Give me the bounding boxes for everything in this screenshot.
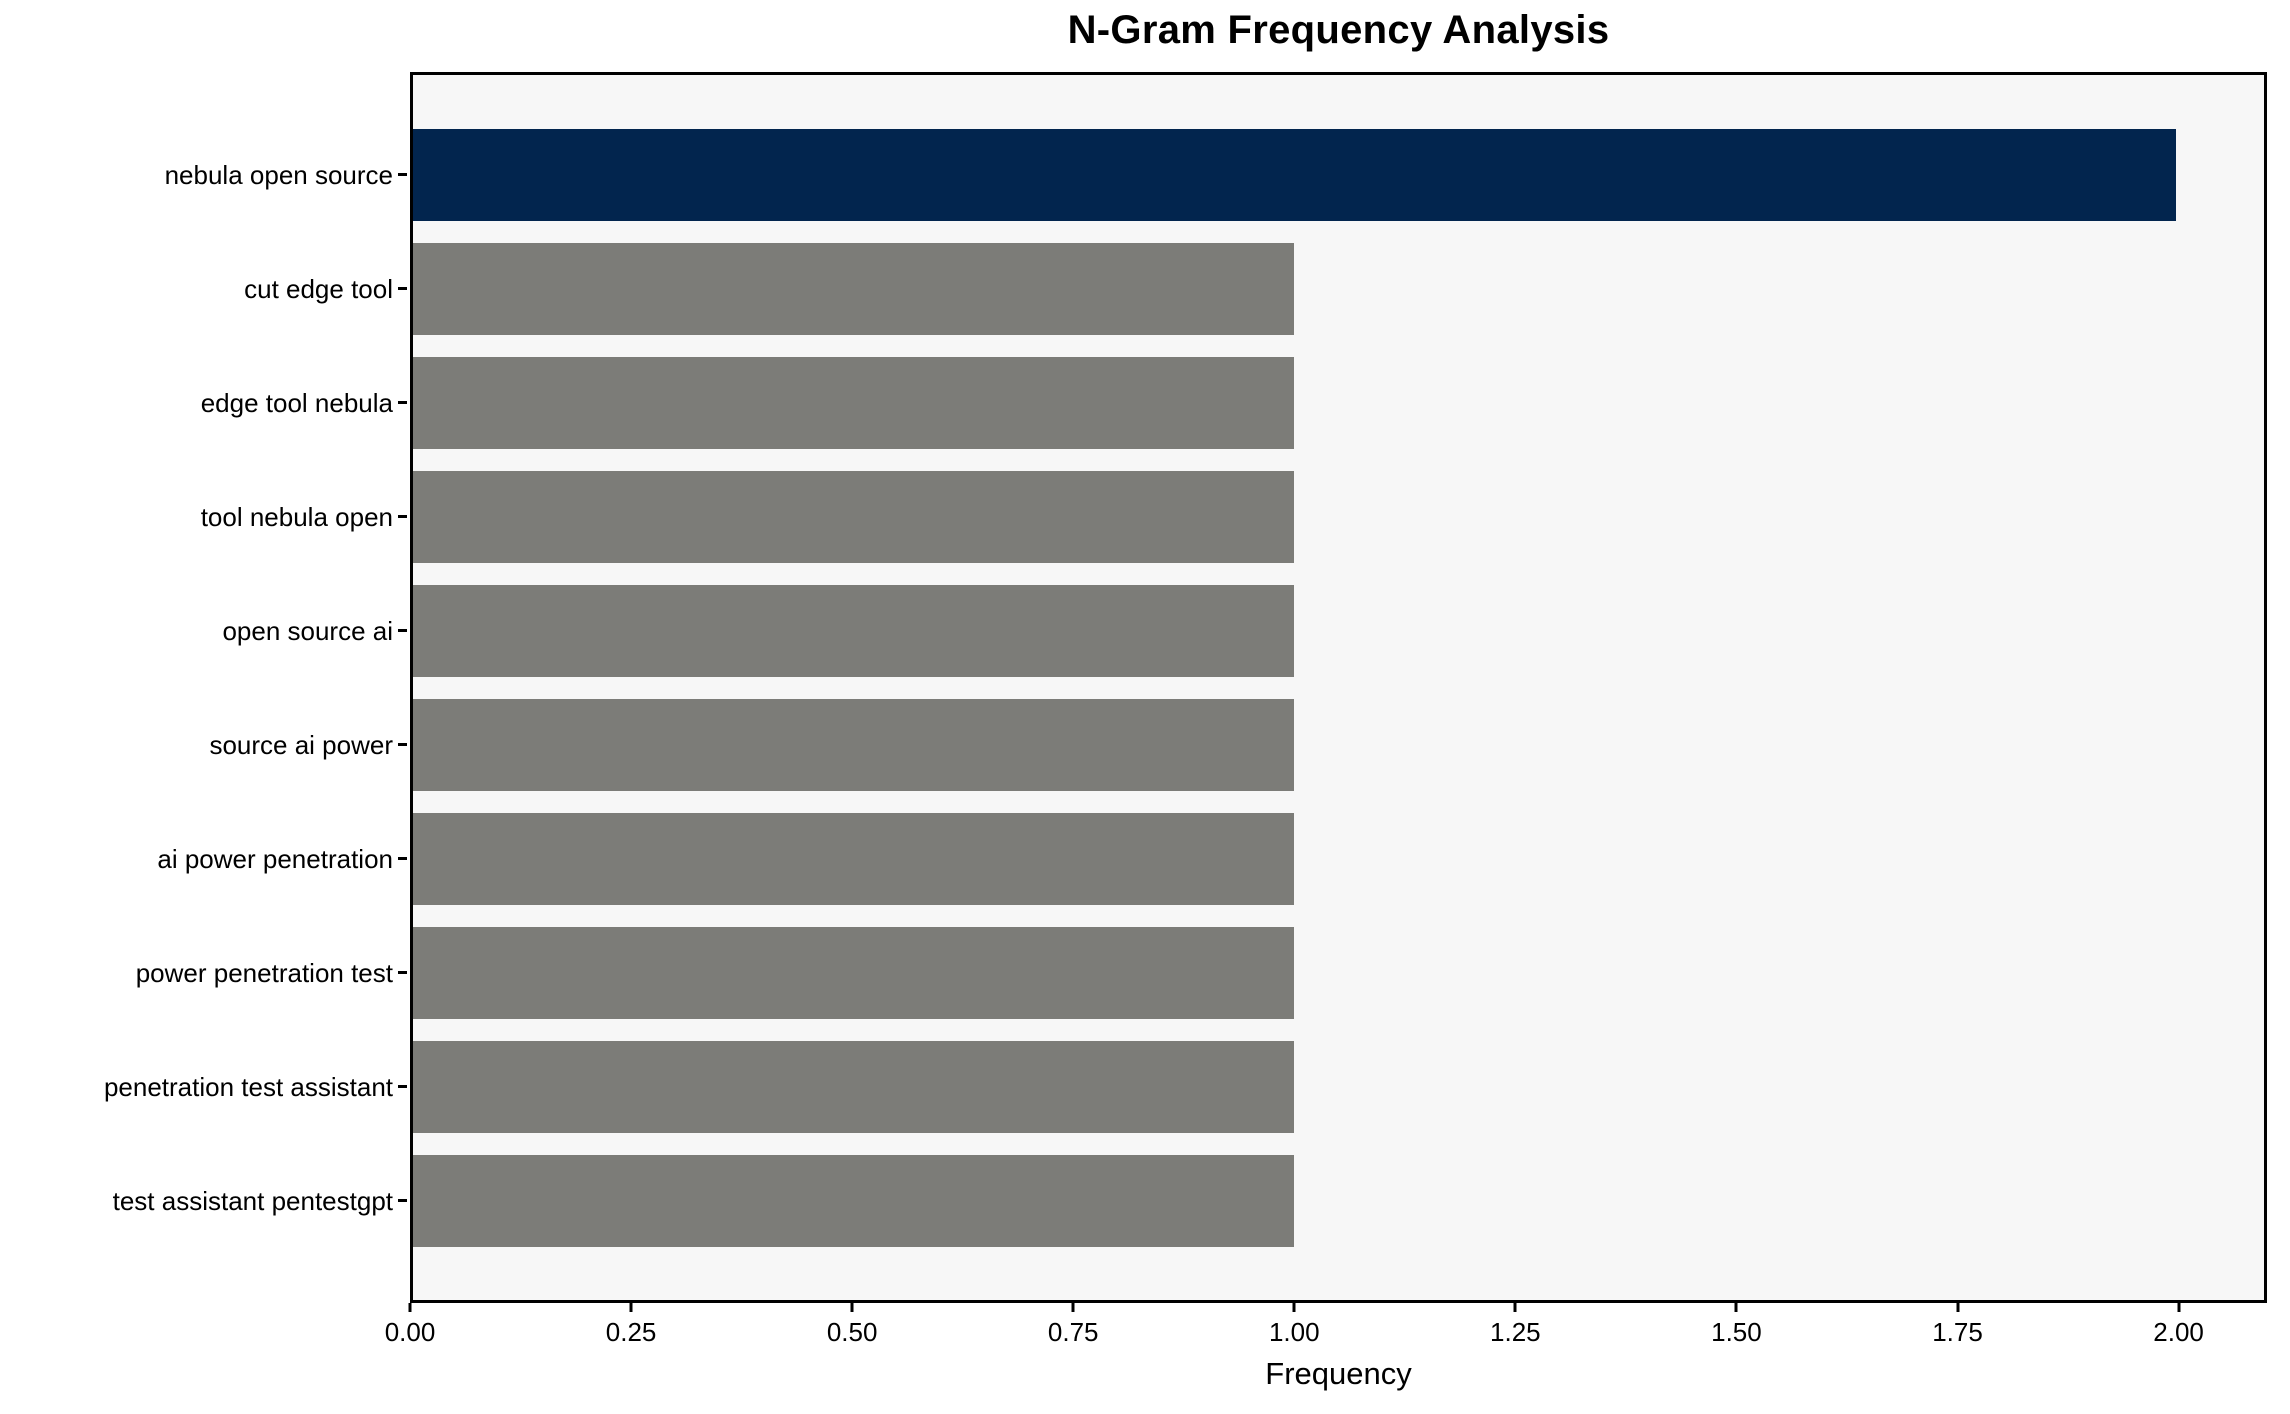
- x-tick-mark: [2177, 1303, 2181, 1312]
- y-tick-mark: [398, 1199, 407, 1202]
- bar-open-source-ai: [413, 585, 1295, 677]
- y-tick-mark: [398, 629, 407, 632]
- y-tick-label: cut edge tool: [244, 274, 393, 304]
- chart-title: N-Gram Frequency Analysis: [1067, 8, 1610, 52]
- x-tick-mark: [1734, 1303, 1738, 1312]
- y-tick-mark: [398, 173, 407, 176]
- y-axis-labels: nebula open source cut edge tool edge tool…: [0, 72, 393, 1303]
- x-tick-label: 1.25: [1490, 1317, 1541, 1347]
- y-axis-tick-marks: [398, 72, 407, 1303]
- y-tick-label: power penetration test: [135, 958, 393, 988]
- bar-nebula-open-source: [413, 129, 2176, 221]
- y-tick-mark: [398, 971, 407, 974]
- x-tick-label: 0.50: [826, 1317, 878, 1347]
- bar-ai-power-penetration: [413, 813, 1295, 905]
- y-tick-mark: [398, 857, 407, 860]
- x-tick-label: 0.75: [1047, 1317, 1099, 1347]
- y-tick-label: test assistant pentestgpt: [112, 1186, 393, 1216]
- y-tick-mark: [398, 287, 407, 290]
- x-tick-label: 0.25: [605, 1317, 657, 1347]
- y-tick-label: edge tool nebula: [200, 388, 393, 418]
- x-tick-mark: [1956, 1303, 1959, 1312]
- x-tick-label: 0.00: [384, 1317, 436, 1347]
- bar-cut-edge-tool: [413, 243, 1295, 335]
- x-tick-label: 1.00: [1268, 1317, 1320, 1347]
- bar-power-penetration-test: [413, 927, 1295, 1019]
- y-tick-label: open source ai: [222, 616, 393, 646]
- plot-area: [410, 72, 2267, 1303]
- bar-test-assistant-pentestgpt: [413, 1155, 1295, 1247]
- bar-tool-nebula-open: [413, 471, 1295, 563]
- bar-source-ai-power: [413, 699, 1295, 791]
- y-tick-mark: [398, 743, 407, 746]
- y-tick-label: tool nebula open: [200, 502, 393, 532]
- x-tick-label: 1.75: [1932, 1317, 1983, 1347]
- x-tick-mark: [1292, 1303, 1296, 1312]
- y-tick-label: penetration test assistant: [103, 1072, 393, 1102]
- x-tick-label: 1.50: [1711, 1317, 1762, 1347]
- x-axis: 0.00 0.25 0.50 0.75 1.00 1.25 1.50 1.75 2.00: [385, 1303, 2267, 1413]
- bar-penetration-test-assistant: [413, 1041, 1295, 1133]
- y-tick-label: source ai power: [209, 730, 393, 760]
- y-tick-mark: [398, 1085, 407, 1088]
- x-tick-label: 2.00: [2153, 1317, 2204, 1347]
- x-tick-mark: [408, 1303, 412, 1312]
- x-tick-mark: [1071, 1303, 1075, 1312]
- x-tick-mark: [850, 1303, 854, 1312]
- y-tick-mark: [398, 515, 407, 518]
- y-tick-label: ai power penetration: [157, 844, 393, 874]
- bar-edge-tool-nebula: [413, 357, 1295, 449]
- y-tick-label: nebula open source: [164, 160, 393, 190]
- x-axis-label: Frequency: [1265, 1356, 1412, 1391]
- x-tick-mark: [1513, 1303, 1517, 1312]
- x-tick-mark: [629, 1303, 633, 1312]
- y-tick-mark: [398, 401, 407, 404]
